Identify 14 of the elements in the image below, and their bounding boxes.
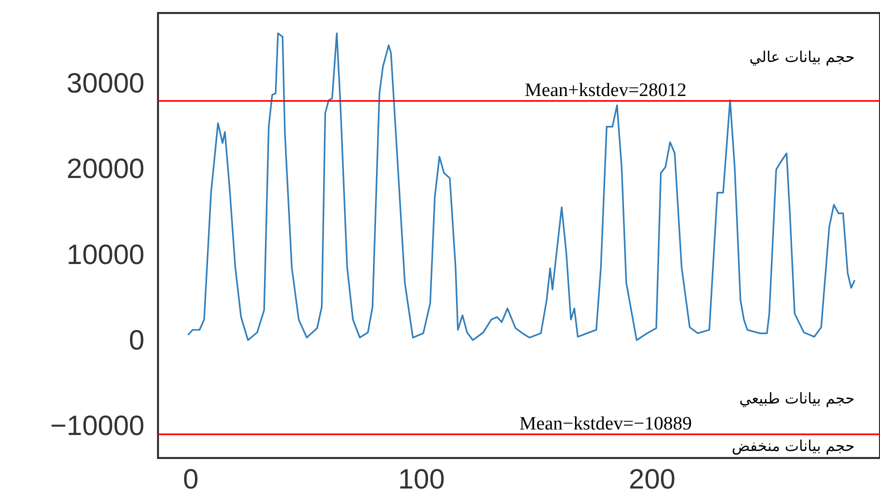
annotation: حجم بيانات منخفض xyxy=(732,437,855,456)
y-tick-label: −10000 xyxy=(50,410,144,442)
line-series xyxy=(187,32,856,341)
ref-line-label: Mean+kstdev=28012 xyxy=(524,80,687,101)
ref-line-label: Mean−kstdev=−10889 xyxy=(519,413,692,434)
y-tick-label: 20000 xyxy=(66,153,144,184)
annotation: حجم بيانات طبيعي xyxy=(739,389,855,408)
y-tick-label: 10000 xyxy=(66,238,144,270)
y-tick-label: 0 xyxy=(128,324,144,356)
x-tick-label: 0 xyxy=(183,464,199,494)
x-tick-label: 100 xyxy=(398,464,445,494)
x-tick-label: 200 xyxy=(628,464,676,494)
y-tick-label: 30000 xyxy=(66,67,144,98)
annotation: حجم بيانات عالي xyxy=(749,48,855,66)
